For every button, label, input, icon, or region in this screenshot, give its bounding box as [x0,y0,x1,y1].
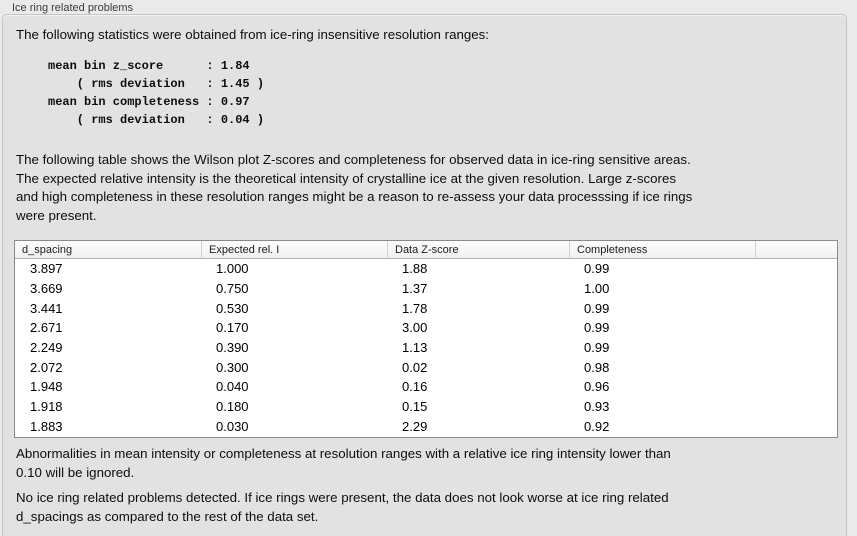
cell-d-spacing: 2.671 [15,318,201,338]
cell-completeness: 0.99 [569,337,755,358]
cell-completeness: 0.99 [569,259,755,279]
stats-block: mean bin z_score : 1.84 ( rms deviation … [48,57,264,129]
cell-d-spacing: 2.072 [15,357,201,378]
cell-d-spacing: 1.883 [15,416,201,437]
cell-completeness: 0.99 [569,298,755,319]
cell-completeness: 0.93 [569,396,755,417]
cell-data-z-score: 1.88 [387,259,569,279]
table-row[interactable]: 2.671 0.170 3.00 0.99 [15,318,837,338]
cell-expected-rel-i: 0.040 [201,377,387,397]
stat-line-completeness-rms: ( rms deviation : 0.04 ) [48,113,265,127]
cell-filler [755,298,837,319]
cell-filler [755,278,837,299]
table-row[interactable]: 2.072 0.300 0.02 0.98 [15,357,837,378]
cell-data-z-score: 3.00 [387,318,569,338]
intro-text: The following statistics were obtained f… [16,27,490,42]
column-header-expected-rel-i[interactable]: Expected rel. I [201,241,387,259]
ice-ring-panel: The following statistics were obtained f… [2,14,847,536]
cell-filler [755,337,837,358]
conclusion-text: No ice ring related problems detected. I… [16,490,669,524]
panel-title: Ice ring related problems [12,2,134,14]
cell-expected-rel-i: 1.000 [201,259,387,279]
ignore-note-text: Abnormalities in mean intensity or compl… [16,446,671,480]
table-row[interactable]: 3.897 1.000 1.88 0.99 [15,259,837,279]
cell-data-z-score: 0.16 [387,377,569,397]
column-header-d-spacing[interactable]: d_spacing [15,241,201,259]
cell-completeness: 0.99 [569,318,755,338]
cell-filler [755,377,837,397]
cell-filler [755,259,837,279]
table-row[interactable]: 1.883 0.030 2.29 0.92 [15,416,837,437]
cell-completeness: 0.98 [569,357,755,378]
table-row[interactable]: 2.249 0.390 1.13 0.99 [15,337,837,358]
cell-d-spacing: 2.249 [15,337,201,358]
table-header-row: d_spacing Expected rel. I Data Z-score C… [15,241,837,259]
table-row[interactable]: 1.948 0.040 0.16 0.96 [15,377,837,397]
table-row[interactable]: 3.441 0.530 1.78 0.99 [15,298,837,319]
cell-expected-rel-i: 0.300 [201,357,387,378]
ice-ring-table[interactable]: d_spacing Expected rel. I Data Z-score C… [14,240,838,438]
table-row[interactable]: 3.669 0.750 1.37 1.00 [15,278,837,299]
cell-completeness: 0.92 [569,416,755,437]
cell-d-spacing: 1.918 [15,396,201,417]
cell-data-z-score: 1.13 [387,337,569,358]
cell-expected-rel-i: 0.170 [201,318,387,338]
cell-expected-rel-i: 0.530 [201,298,387,319]
cell-d-spacing: 3.897 [15,259,201,279]
cell-expected-rel-i: 0.030 [201,416,387,437]
table-row[interactable]: 1.918 0.180 0.15 0.93 [15,396,837,417]
cell-expected-rel-i: 0.390 [201,337,387,358]
cell-d-spacing: 3.669 [15,278,201,299]
stat-line-mean-z-score: mean bin z_score : 1.84 [48,59,250,73]
cell-data-z-score: 1.37 [387,278,569,299]
cell-filler [755,396,837,417]
cell-expected-rel-i: 0.180 [201,396,387,417]
cell-data-z-score: 1.78 [387,298,569,319]
cell-d-spacing: 1.948 [15,377,201,397]
cell-d-spacing: 3.441 [15,298,201,319]
cell-completeness: 0.96 [569,377,755,397]
cell-filler [755,357,837,378]
cell-data-z-score: 0.15 [387,396,569,417]
stat-line-z-rms: ( rms deviation : 1.45 ) [48,77,265,91]
cell-filler [755,318,837,338]
cell-filler [755,416,837,437]
stat-line-mean-completeness: mean bin completeness : 0.97 [48,95,250,109]
column-header-filler [755,241,837,259]
column-header-data-z-score[interactable]: Data Z-score [387,241,569,259]
cell-data-z-score: 2.29 [387,416,569,437]
column-header-completeness[interactable]: Completeness [569,241,755,259]
cell-data-z-score: 0.02 [387,357,569,378]
cell-completeness: 1.00 [569,278,755,299]
cell-expected-rel-i: 0.750 [201,278,387,299]
description-text: The following table shows the Wilson plo… [16,152,693,223]
